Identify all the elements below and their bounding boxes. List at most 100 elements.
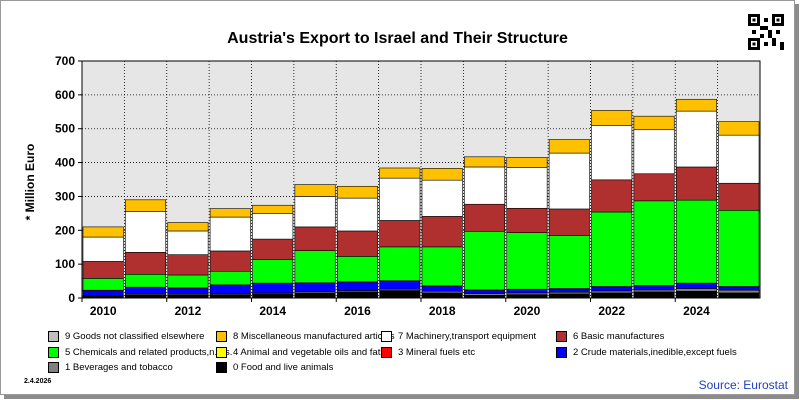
legend-swatch: [216, 346, 227, 358]
bar-segment: [718, 286, 760, 291]
legend-item: 7 Machinery,transport equipment: [381, 331, 536, 342]
bar-segment: [82, 226, 124, 238]
bar-segment: [125, 294, 167, 299]
bar-segment: [675, 283, 717, 289]
legend-item: 0 Food and live animals: [216, 362, 333, 373]
bar-segment: [125, 273, 167, 288]
bar-segment: [548, 235, 590, 289]
bar-segment: [379, 290, 421, 299]
bar-segment: [421, 216, 463, 248]
bar-segment: [591, 179, 633, 213]
bar-segment: [209, 270, 251, 286]
bar-segment: [167, 294, 209, 299]
legend-label: 1 Beverages and tobacco: [65, 362, 173, 373]
legend-item: 6 Basic manufactures: [556, 331, 664, 342]
bar-segment: [675, 290, 717, 299]
bar-segment: [294, 250, 336, 284]
bar-segment: [506, 232, 548, 290]
bar-segment: [506, 157, 548, 168]
bar-segment: [125, 211, 167, 253]
bar-segment: [633, 285, 675, 291]
date-stamp: 2.4.2026: [24, 378, 52, 385]
bar-segment: [633, 200, 675, 286]
bar-segment: [506, 207, 548, 233]
bar-segment: [718, 289, 760, 294]
bar-segment: [675, 98, 717, 112]
bar-segment: [252, 259, 294, 284]
y-tick-label: 400: [55, 156, 75, 170]
source-label: Source: Eurostat: [698, 378, 788, 392]
legend-item: 3 Mineral fuels etc: [381, 346, 476, 358]
legend-label: 7 Machinery,transport equipment: [398, 331, 537, 342]
chart-title: Austria's Export to Israel and Their Str…: [227, 30, 568, 47]
legend-label: 6 Basic manufactures: [573, 331, 665, 342]
bar-segment: [294, 226, 336, 251]
x-tick-label: 2024: [683, 304, 710, 318]
bar-segment: [464, 156, 506, 168]
bar-segment: [506, 167, 548, 209]
bar-segment: [591, 125, 633, 181]
bar-segment: [379, 177, 421, 221]
bar-segment: [591, 110, 633, 126]
bar-segment: [167, 287, 209, 295]
legend-swatch: [556, 346, 567, 358]
y-tick-label: 0: [68, 291, 75, 305]
bar-segment: [125, 251, 167, 275]
bar-segment: [591, 290, 633, 294]
x-tick-label: 2020: [514, 304, 541, 318]
legend-swatch: [216, 331, 227, 342]
bar-segment: [125, 199, 167, 212]
bar-segment: [294, 292, 336, 299]
legend-swatch: [381, 331, 392, 342]
legend-item: 8 Miscellaneous manufactured articles: [216, 331, 395, 342]
bar-segment: [379, 246, 421, 282]
bar-segment: [591, 292, 633, 299]
legend-label: 9 Goods not classified elsewhere: [65, 331, 205, 342]
bar-segment: [336, 256, 378, 283]
legend-item: 9 Goods not classified elsewhere: [48, 331, 204, 342]
bar-segment: [167, 222, 209, 232]
legend-label: 2 Crude materials,inedible,except fuels: [573, 346, 737, 358]
bar-segment: [548, 139, 590, 154]
bar-segment: [336, 197, 378, 232]
bar-segment: [591, 286, 633, 292]
bar-segment: [675, 166, 717, 201]
bar-segment: [675, 288, 717, 292]
legend-swatch: [216, 362, 227, 373]
bar-segment: [548, 293, 590, 299]
legend-label: 4 Animal and vegetable oils and fats: [233, 346, 386, 358]
x-tick-label: 2010: [90, 304, 117, 318]
bar-segment: [209, 216, 251, 252]
bar-segment: [718, 121, 760, 136]
bar-segment: [506, 289, 548, 294]
bar-segment: [125, 287, 167, 295]
legend-label: 5 Chemicals and related products,n.e.s.: [65, 346, 233, 358]
bar-segment: [82, 236, 124, 262]
bar-segment: [379, 220, 421, 248]
legend-item: 4 Animal and vegetable oils and fats: [216, 346, 386, 358]
legend-label: 8 Miscellaneous manufactured articles: [233, 331, 395, 342]
bar-segment: [294, 196, 336, 228]
bar-segment: [421, 168, 463, 181]
bar-segment: [294, 282, 336, 292]
bar-segment: [633, 289, 675, 293]
bar-segment: [421, 292, 463, 299]
bar-segment: [718, 134, 760, 184]
bar-segment: [209, 208, 251, 218]
bar-segment: [379, 280, 421, 290]
legend-label: 3 Mineral fuels etc: [398, 346, 476, 358]
bar-segment: [252, 238, 294, 260]
bar-segment: [464, 231, 506, 291]
bar-segment: [548, 152, 590, 210]
y-tick-label: 100: [55, 257, 75, 271]
x-tick-label: 2014: [259, 304, 286, 318]
legend-swatch: [48, 362, 59, 373]
legend-label: 0 Food and live animals: [233, 362, 334, 373]
bar-segment: [675, 110, 717, 168]
bar-segment: [252, 283, 294, 294]
bar-segment: [464, 289, 506, 294]
legend-item: 2 Crude materials,inedible,except fuels: [556, 346, 737, 358]
y-tick-label: 300: [55, 189, 75, 203]
bar-segment: [336, 230, 378, 257]
